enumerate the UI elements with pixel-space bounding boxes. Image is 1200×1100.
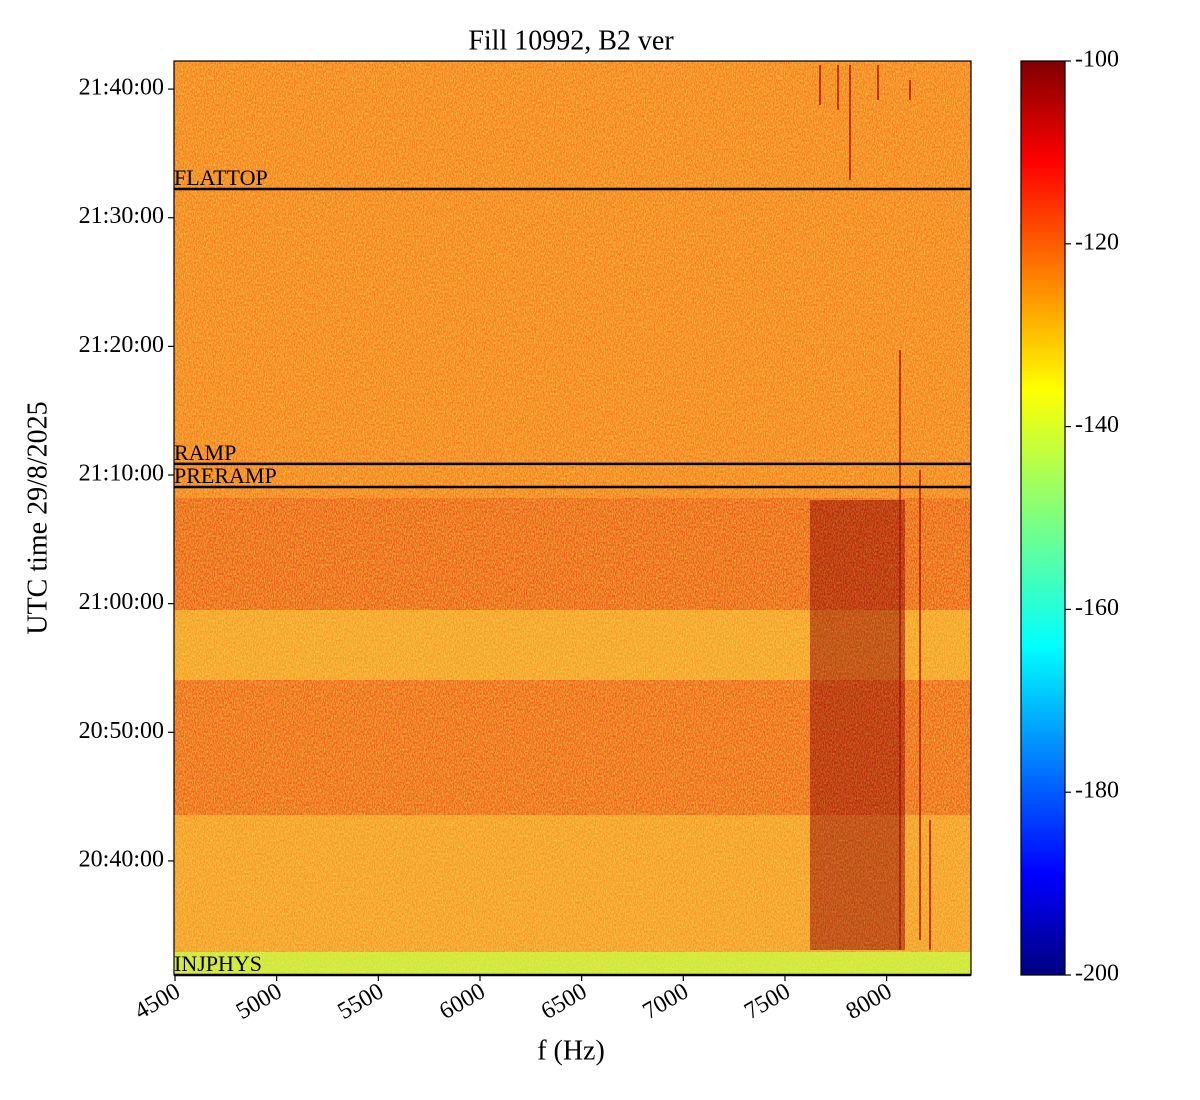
- phase-label: INJPHYS: [174, 951, 262, 976]
- phase-label: RAMP: [174, 440, 236, 465]
- y-tick-label: 21:30:00: [79, 203, 164, 229]
- y-axis-label: UTC time 29/8/2025: [22, 401, 53, 634]
- colorbar-tick-label: -140: [1075, 412, 1119, 438]
- y-tick-label: 21:00:00: [79, 589, 164, 615]
- x-tick-label: 7000: [638, 978, 693, 1025]
- y-tick-label: 20:40:00: [79, 846, 164, 872]
- x-tick-label: 8000: [842, 978, 897, 1025]
- y-tick-label: 21:20:00: [79, 332, 164, 358]
- colorbar-tick-label: -180: [1075, 778, 1119, 804]
- x-tick-label: 7500: [740, 978, 795, 1025]
- x-tick-label: 6500: [537, 978, 592, 1025]
- y-tick-label: 20:50:00: [79, 718, 164, 744]
- colorbar-tick-label: -160: [1075, 595, 1119, 621]
- x-tick-label: 5000: [232, 978, 287, 1025]
- x-tick-label: 4500: [130, 978, 185, 1025]
- x-axis-label: f (Hz): [537, 1035, 605, 1066]
- x-tick-label: 6000: [435, 978, 490, 1025]
- y-tick-label: 21:40:00: [79, 75, 164, 101]
- colorbar-tick-label: -200: [1075, 961, 1119, 987]
- chart-title: Fill 10992, B2 ver: [468, 25, 674, 56]
- colorbar-tick-label: -120: [1075, 229, 1119, 255]
- phase-label: FLATTOP: [174, 165, 268, 190]
- colorbar-tick-label: -100: [1075, 47, 1119, 73]
- phase-label: PRERAMP: [174, 463, 277, 488]
- x-tick-label: 5500: [334, 978, 389, 1025]
- y-tick-label: 21:10:00: [79, 461, 164, 487]
- spectrogram-image: [174, 61, 971, 975]
- colorbar: [1020, 60, 1066, 976]
